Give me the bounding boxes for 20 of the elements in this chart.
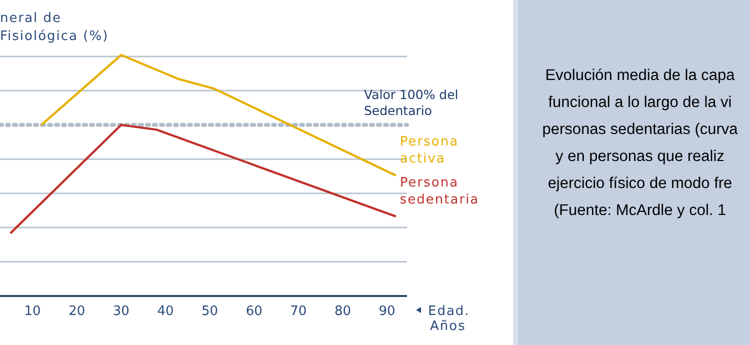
ref-line-label: Valor 100% del Sedentario — [364, 86, 458, 118]
x-tick-label: 90 — [378, 304, 396, 319]
text: y en personas que realiz — [556, 148, 724, 165]
x-tick-label: 50 — [202, 304, 218, 319]
x-tick-label: 70 — [290, 304, 307, 319]
x-tick-label: 30 — [112, 304, 130, 319]
x-tick-label: 10 — [24, 304, 41, 319]
text: ejercicio físico de modo fre — [548, 175, 732, 192]
x-tick-label: 20 — [68, 304, 86, 319]
series-label: Persona sedentaria — [400, 175, 480, 208]
text: (Fuente: McArdle y col. 1 — [554, 202, 726, 219]
text: personas sedentarias (curva — [542, 121, 738, 138]
y-axis-title: neral de Fisiológica (%) — [0, 11, 109, 44]
x-tick-label: 40 — [157, 304, 174, 319]
series-label: Persona activa — [400, 134, 459, 166]
text: Evolución media de la capa — [545, 67, 736, 84]
x-tick-label: 60 — [246, 304, 262, 319]
text: funcional a lo largo de la vi — [548, 94, 732, 111]
x-axis-title: Edad. Años — [428, 304, 470, 334]
x-tick-label: 80 — [334, 304, 352, 319]
